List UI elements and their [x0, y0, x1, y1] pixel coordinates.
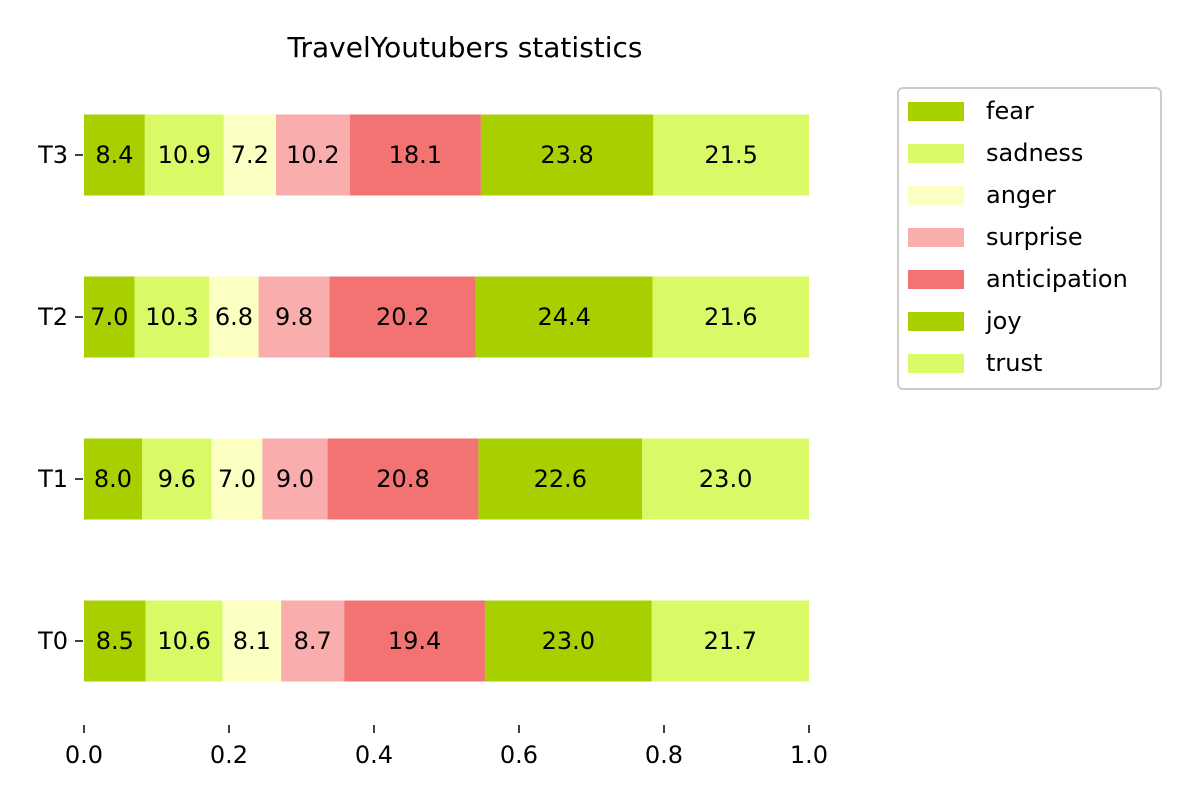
- bar-value-label: 7.0: [90, 303, 128, 331]
- bar-value-label: 7.0: [218, 465, 256, 493]
- bar-segment-t0-anger: [222, 600, 282, 682]
- bar-segment-t1-surprise: [262, 438, 328, 520]
- bar-value-label: 6.8: [215, 303, 253, 331]
- bar-value-label: 9.6: [158, 465, 196, 493]
- bar-segment-t2-anticipation: [329, 276, 476, 358]
- bar-value-label: 8.4: [95, 141, 133, 169]
- bars-layer: 8.5 10.6 8.1 8.7 19.4 23.0 21.7 8.0 9.6 7.0 9.0 20.…: [84, 114, 809, 682]
- bar-segment-t0-surprise: [281, 600, 345, 682]
- bar-segment-t2-trust: [652, 276, 809, 358]
- legend-swatch-surprise: [908, 228, 964, 247]
- bar-value-label: 10.2: [286, 141, 339, 169]
- x-tick-label: 0.2: [210, 741, 248, 769]
- legend-label-anger: anger: [986, 181, 1056, 209]
- y-tick-label: T1: [37, 465, 68, 493]
- bar-value-label: 21.7: [704, 627, 757, 655]
- legend-swatch-anticipation: [908, 270, 964, 289]
- y-tick-label: T0: [37, 627, 68, 655]
- bar-segment-t1-trust: [642, 438, 809, 520]
- x-tick-label: 0.6: [500, 741, 538, 769]
- bar-segment-t0-anticipation: [344, 600, 485, 682]
- bar-segment-t3-sadness: [144, 114, 224, 196]
- bar-value-label: 8.0: [94, 465, 132, 493]
- bar-segment-t1-joy: [478, 438, 643, 520]
- bar-value-label: 21.6: [704, 303, 757, 331]
- bar-value-label: 20.2: [376, 303, 429, 331]
- bar-segment-t0-joy: [484, 600, 652, 682]
- y-axis: T0 T1 T2 T3: [37, 141, 83, 655]
- bar-value-label: 23.0: [542, 627, 595, 655]
- bar-value-label: 10.6: [157, 627, 210, 655]
- bar-value-label: 24.4: [537, 303, 590, 331]
- bar-value-label: 9.0: [276, 465, 314, 493]
- legend-swatch-sadness: [908, 144, 964, 163]
- bar-value-label: 22.6: [534, 465, 587, 493]
- bar-value-label: 19.4: [388, 627, 441, 655]
- bar-segment-t3-surprise: [275, 114, 350, 196]
- y-tick-label: T2: [37, 303, 68, 331]
- legend-swatch-trust: [908, 354, 964, 373]
- y-tick-label: T3: [37, 141, 68, 169]
- bar-value-label: 9.8: [275, 303, 313, 331]
- bar-segment-t0-sadness: [145, 600, 223, 682]
- bar-value-label: 18.1: [389, 141, 442, 169]
- bar-segment-t2-sadness: [134, 276, 210, 358]
- bar-value-label: 8.5: [96, 627, 134, 655]
- legend-swatch-joy: [908, 312, 964, 331]
- x-tick-label: 0.4: [355, 741, 393, 769]
- bar-segment-t0-trust: [651, 600, 809, 682]
- bar-segment-t3-joy: [480, 114, 654, 196]
- x-tick-label: 0.0: [65, 741, 103, 769]
- bar-segment-t1-anticipation: [327, 438, 479, 520]
- bar-value-label: 7.2: [231, 141, 269, 169]
- bar-segment-t2-surprise: [258, 276, 330, 358]
- legend-label-anticipation: anticipation: [986, 265, 1128, 293]
- bar-value-label: 8.1: [233, 627, 271, 655]
- legend-label-joy: joy: [985, 307, 1022, 335]
- bar-segment-t3-anticipation: [349, 114, 481, 196]
- x-tick-label: 1.0: [790, 741, 828, 769]
- legend-swatch-anger: [908, 186, 964, 205]
- bar-segment-t0-fear: [84, 600, 146, 682]
- bar-segment-t1-sadness: [142, 438, 212, 520]
- bar-value-label: 23.8: [540, 141, 593, 169]
- legend-label-fear: fear: [986, 97, 1034, 125]
- legend-label-trust: trust: [986, 349, 1042, 377]
- x-axis: 0.0 0.2 0.4 0.6 0.8 1.0: [65, 725, 828, 769]
- bar-value-label: 21.5: [704, 141, 757, 169]
- bar-segment-t2-joy: [475, 276, 653, 358]
- legend-swatch-fear: [908, 102, 964, 121]
- legend: fear sadness anger surprise anticipation joy t…: [897, 87, 1162, 390]
- bar-segment-t1-anger: [211, 438, 263, 520]
- bar-value-label: 10.9: [158, 141, 211, 169]
- bar-value-label: 10.3: [145, 303, 198, 331]
- bar-segment-t1-fear: [84, 438, 142, 520]
- bar-value-label: 8.7: [294, 627, 332, 655]
- bar-segment-t3-anger: [223, 114, 276, 196]
- x-tick-label: 0.8: [645, 741, 683, 769]
- legend-label-sadness: sadness: [986, 139, 1083, 167]
- bar-value-label: 20.8: [376, 465, 429, 493]
- bar-segment-t3-fear: [84, 114, 145, 196]
- chart-title: TravelYoutubers statistics: [286, 31, 642, 64]
- bar-segment-t2-anger: [209, 276, 259, 358]
- bar-segment-t2-fear: [84, 276, 135, 358]
- legend-label-surprise: surprise: [986, 223, 1083, 251]
- bar-segment-t3-trust: [653, 114, 809, 196]
- bar-value-label: 23.0: [699, 465, 752, 493]
